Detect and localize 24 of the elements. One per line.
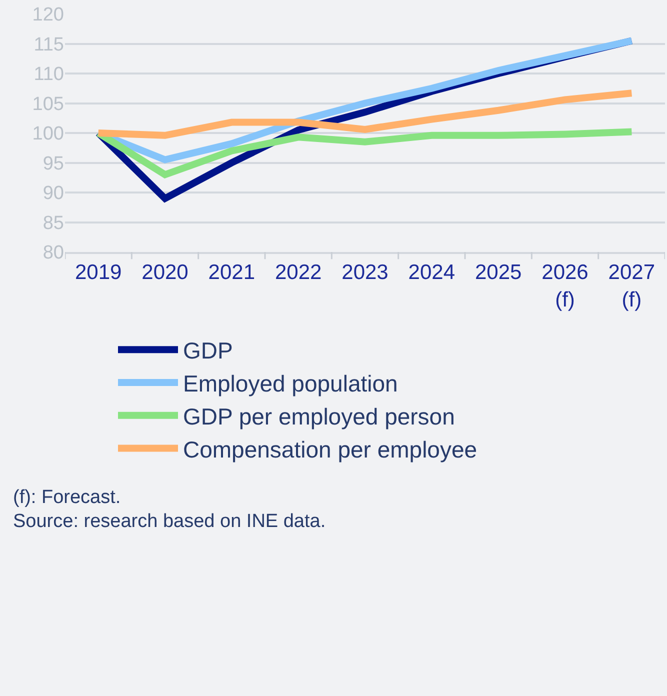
legend-label: GDP per employed person: [183, 403, 455, 430]
source-note: Source: research based on INE data.: [13, 511, 326, 532]
y-tick-label: 100: [32, 124, 64, 145]
y-tick-label: 85: [42, 212, 64, 234]
x-tick-label: 2025: [474, 260, 522, 284]
y-tick-label: 95: [42, 153, 64, 174]
x-tick-label: 2022: [274, 260, 322, 284]
x-tick-label: 2019: [74, 260, 122, 284]
y-tick-label: 105: [32, 94, 64, 115]
text: (f): Forecast.: [13, 487, 121, 508]
x-tick-label: 2021: [208, 260, 256, 284]
legend-label: GDP: [183, 338, 233, 364]
x-tick-label: 2026 (f): [542, 260, 588, 312]
y-tick-label: 120: [32, 4, 64, 26]
y-tick-label: 90: [42, 183, 64, 204]
x-tick-label: 2020: [142, 260, 188, 284]
y-tick-label: 110: [34, 64, 64, 86]
x-tick-label: 2024: [408, 260, 456, 284]
x-tick-label: 2023: [342, 260, 388, 284]
legend-label: Compensation per employee: [183, 436, 478, 462]
y-tick-label: 80: [42, 242, 64, 264]
x-tick-label: 2027 (f): [608, 260, 656, 312]
y-tick-label: 115: [34, 34, 64, 56]
legend-label: Employed population: [183, 370, 398, 396]
